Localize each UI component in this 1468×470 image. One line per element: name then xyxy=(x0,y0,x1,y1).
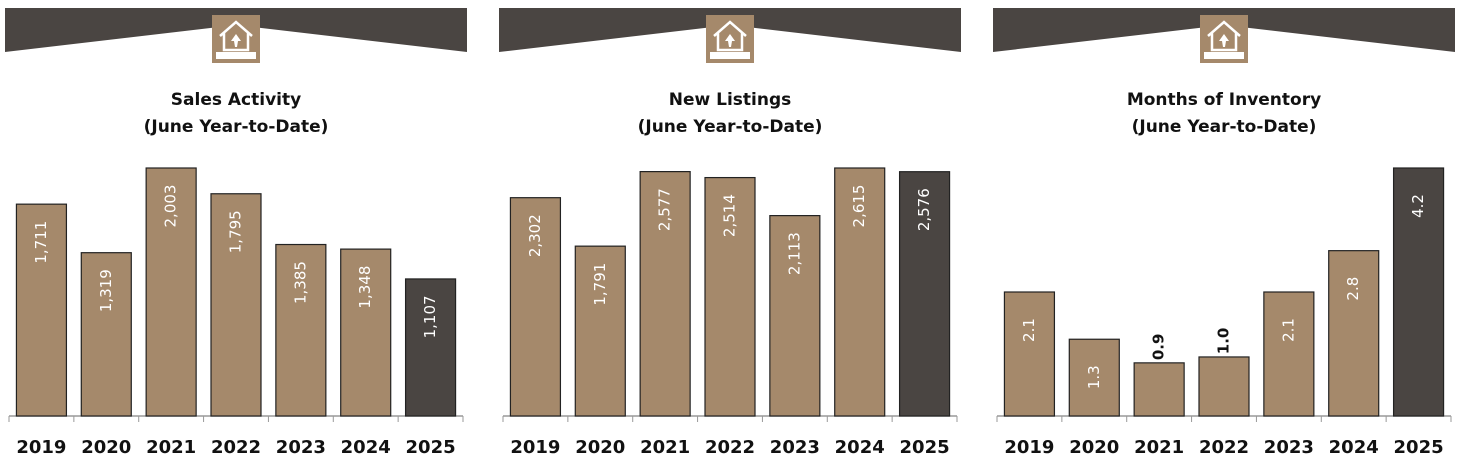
year-label: 2019 xyxy=(510,437,560,458)
bar xyxy=(1328,250,1380,417)
year-label: 2025 xyxy=(406,437,456,458)
year-label: 2024 xyxy=(1329,437,1379,458)
bar xyxy=(834,167,886,417)
year-label: 2022 xyxy=(1199,437,1249,458)
logo-band xyxy=(710,52,750,59)
value-label: 1,711 xyxy=(32,221,50,264)
logo-leaf xyxy=(1219,34,1229,47)
bar xyxy=(145,167,197,417)
logo-house xyxy=(713,20,747,52)
bar xyxy=(275,243,327,417)
year-label: 2019 xyxy=(16,437,66,458)
banner xyxy=(993,8,1455,52)
chart-subtitle: (June Year-to-Date) xyxy=(144,117,329,137)
value-label: 4.2 xyxy=(1409,194,1427,218)
year-label: 2021 xyxy=(1134,437,1184,458)
bar xyxy=(210,193,262,417)
year-label: 2025 xyxy=(900,437,950,458)
value-label: 1,795 xyxy=(227,210,245,253)
bar xyxy=(340,248,392,417)
year-label: 2023 xyxy=(770,437,820,458)
bar xyxy=(898,171,951,417)
year-label: 2022 xyxy=(211,437,261,458)
logo-leaf xyxy=(725,34,735,47)
chart-title: New Listings xyxy=(669,90,792,110)
value-label: 1,107 xyxy=(421,295,439,338)
chart-title: Sales Activity xyxy=(171,90,301,110)
value-label: 1,319 xyxy=(97,269,115,312)
bar xyxy=(1198,356,1250,417)
chart-subtitle: (June Year-to-Date) xyxy=(638,117,823,137)
chart-subtitle: (June Year-to-Date) xyxy=(1132,117,1317,137)
bar xyxy=(1133,362,1185,417)
value-label: 2.8 xyxy=(1344,277,1362,301)
value-label: 1,791 xyxy=(591,263,609,306)
logo-band xyxy=(216,52,256,59)
year-label: 2020 xyxy=(1069,437,1119,458)
bar xyxy=(1263,291,1315,417)
value-label: 2,615 xyxy=(850,185,868,228)
bar xyxy=(1003,291,1056,417)
bar xyxy=(404,278,457,417)
year-label: 2023 xyxy=(276,437,326,458)
value-label: 2.1 xyxy=(1020,318,1038,342)
value-label: 2,514 xyxy=(721,194,739,237)
year-label: 2020 xyxy=(81,437,131,458)
year-label: 2020 xyxy=(575,437,625,458)
year-label: 2021 xyxy=(640,437,690,458)
bar xyxy=(704,176,756,417)
value-label: 2,577 xyxy=(656,188,674,231)
year-label: 2024 xyxy=(835,437,885,458)
year-label: 2019 xyxy=(1004,437,1054,458)
banner xyxy=(5,8,467,52)
bar xyxy=(80,252,132,417)
value-label: 0.9 xyxy=(1150,334,1168,361)
bar xyxy=(1392,167,1445,417)
year-label: 2021 xyxy=(146,437,196,458)
bar xyxy=(769,215,821,417)
value-label: 1,385 xyxy=(291,261,309,304)
chart-title: Months of Inventory xyxy=(1127,90,1321,110)
bar xyxy=(15,203,68,417)
bar xyxy=(1068,338,1120,417)
year-label: 2023 xyxy=(1264,437,1314,458)
bar xyxy=(509,197,562,417)
bar xyxy=(574,245,626,417)
value-label: 2,113 xyxy=(785,232,803,275)
value-label: 2,576 xyxy=(915,188,933,231)
logo-house xyxy=(1207,20,1241,52)
banner xyxy=(499,8,961,52)
year-label: 2025 xyxy=(1394,437,1444,458)
value-label: 1.0 xyxy=(1215,328,1233,355)
value-label: 1,348 xyxy=(356,266,374,309)
year-label: 2024 xyxy=(341,437,391,458)
logo-leaf xyxy=(231,34,241,47)
logo-house xyxy=(219,20,253,52)
value-label: 2,302 xyxy=(526,214,544,257)
value-label: 2,003 xyxy=(162,185,180,228)
value-label: 2.1 xyxy=(1279,318,1297,342)
bar xyxy=(639,171,691,417)
logo-band xyxy=(1204,52,1244,59)
value-label: 1.3 xyxy=(1085,365,1103,389)
year-label: 2022 xyxy=(705,437,755,458)
